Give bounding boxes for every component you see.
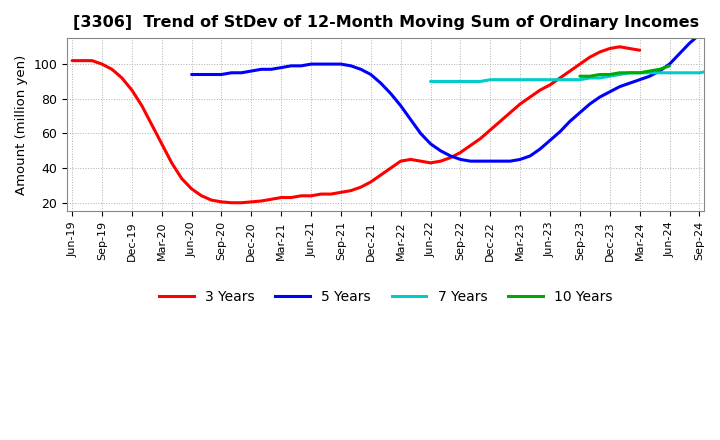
7 Years	[606, 73, 614, 79]
10 Years	[635, 70, 644, 75]
5 Years	[426, 141, 435, 147]
7 Years	[665, 70, 674, 75]
10 Years	[575, 73, 584, 79]
Line: 7 Years: 7 Years	[431, 59, 720, 81]
7 Years	[675, 70, 684, 75]
5 Years	[506, 158, 515, 164]
Title: [3306]  Trend of StDev of 12-Month Moving Sum of Ordinary Incomes: [3306] Trend of StDev of 12-Month Moving…	[73, 15, 699, 30]
Line: 3 Years: 3 Years	[72, 47, 639, 203]
7 Years	[456, 79, 464, 84]
7 Years	[446, 79, 455, 84]
7 Years	[715, 70, 720, 75]
5 Years	[227, 70, 235, 75]
5 Years	[187, 72, 196, 77]
10 Years	[645, 68, 654, 73]
7 Years	[635, 70, 644, 75]
7 Years	[546, 77, 554, 82]
7 Years	[466, 79, 474, 84]
7 Years	[626, 70, 634, 75]
7 Years	[616, 72, 624, 77]
5 Years	[665, 62, 674, 67]
3 Years	[227, 200, 235, 205]
3 Years	[456, 150, 464, 155]
Legend: 3 Years, 5 Years, 7 Years, 10 Years: 3 Years, 5 Years, 7 Years, 10 Years	[153, 284, 618, 309]
7 Years	[436, 79, 445, 84]
10 Years	[616, 70, 624, 75]
10 Years	[626, 70, 634, 75]
7 Years	[496, 77, 505, 82]
7 Years	[426, 79, 435, 84]
10 Years	[595, 72, 604, 77]
7 Years	[516, 77, 524, 82]
3 Years	[616, 44, 624, 49]
5 Years	[466, 158, 474, 164]
3 Years	[496, 119, 505, 124]
10 Years	[665, 63, 674, 69]
3 Years	[197, 193, 206, 198]
7 Years	[536, 77, 544, 82]
5 Years	[526, 153, 534, 158]
3 Years	[556, 75, 564, 81]
Y-axis label: Amount (million yen): Amount (million yen)	[15, 55, 28, 195]
10 Years	[655, 67, 664, 72]
7 Years	[685, 70, 694, 75]
10 Years	[585, 73, 594, 79]
7 Years	[645, 70, 654, 75]
Line: 5 Years: 5 Years	[192, 35, 699, 161]
10 Years	[606, 72, 614, 77]
3 Years	[606, 46, 614, 51]
5 Years	[695, 32, 703, 37]
5 Years	[366, 72, 375, 77]
7 Years	[506, 77, 515, 82]
7 Years	[476, 79, 485, 84]
7 Years	[526, 77, 534, 82]
7 Years	[705, 68, 714, 73]
7 Years	[556, 77, 564, 82]
3 Years	[68, 58, 76, 63]
3 Years	[635, 48, 644, 53]
7 Years	[595, 75, 604, 81]
7 Years	[695, 70, 703, 75]
7 Years	[575, 77, 584, 82]
7 Years	[486, 77, 495, 82]
Line: 10 Years: 10 Years	[580, 66, 670, 76]
7 Years	[655, 70, 664, 75]
3 Years	[207, 198, 216, 203]
7 Years	[585, 75, 594, 81]
7 Years	[566, 77, 575, 82]
